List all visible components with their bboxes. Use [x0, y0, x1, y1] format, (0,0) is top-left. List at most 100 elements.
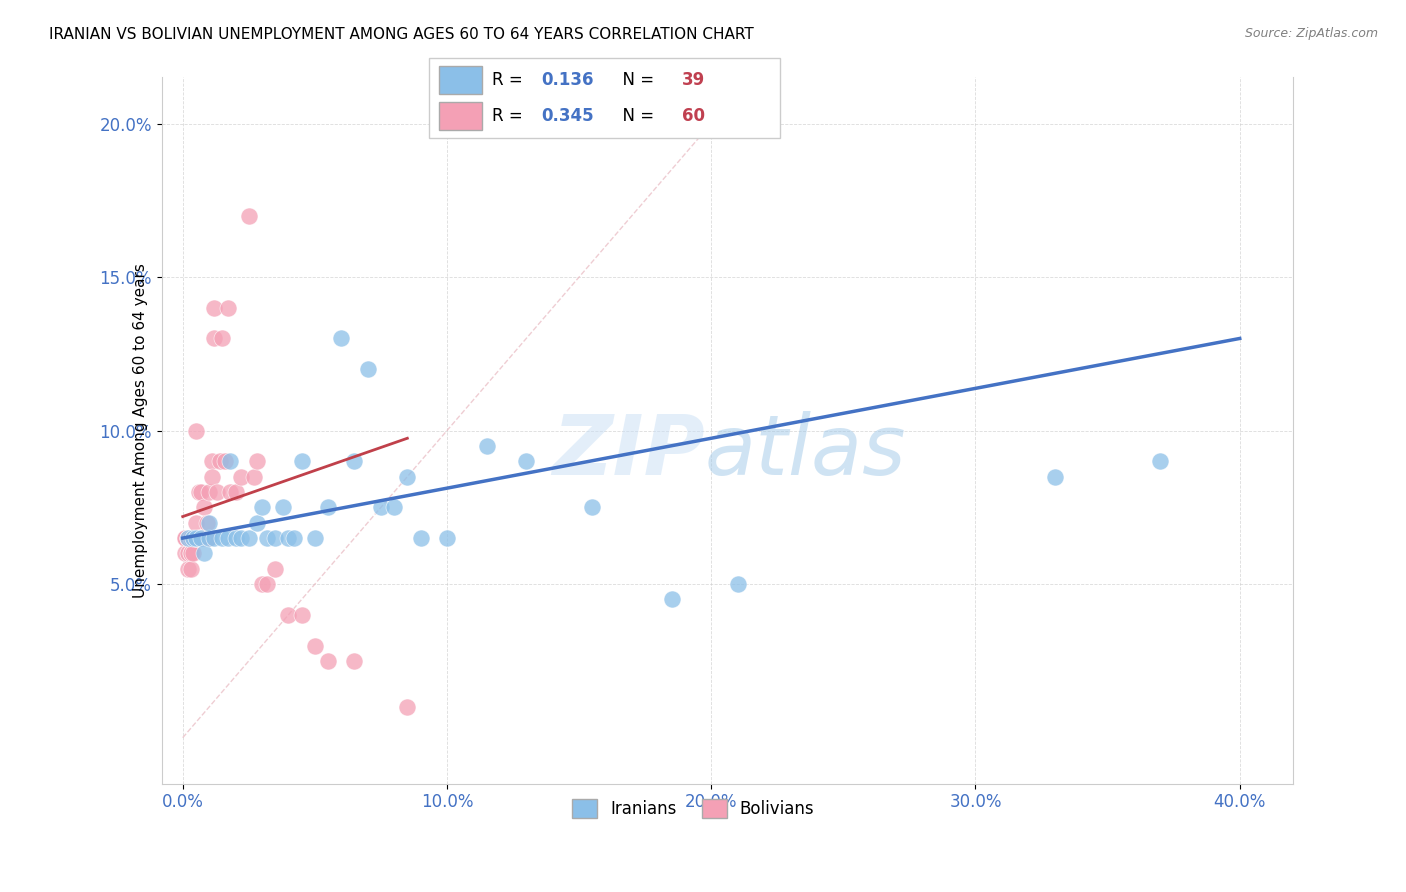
Point — [180, 531, 202, 545]
Point — [181, 531, 204, 545]
Point — [217, 301, 239, 315]
Point — [219, 485, 242, 500]
Point — [184, 516, 207, 530]
Point — [238, 531, 260, 545]
Point — [727, 577, 749, 591]
Point — [264, 531, 287, 545]
Point — [250, 500, 273, 515]
Point — [277, 531, 299, 545]
Point — [184, 531, 207, 545]
Point — [181, 531, 204, 545]
Point — [201, 454, 224, 468]
Point — [195, 516, 218, 530]
Point — [177, 531, 200, 545]
Text: 0.136: 0.136 — [541, 70, 593, 88]
FancyBboxPatch shape — [439, 103, 481, 130]
Point — [256, 531, 278, 545]
Point — [201, 469, 224, 483]
Point — [195, 531, 218, 545]
Y-axis label: Unemployment Among Ages 60 to 64 years: Unemployment Among Ages 60 to 64 years — [132, 263, 148, 598]
Point — [382, 500, 405, 515]
Text: 39: 39 — [682, 70, 706, 88]
Point — [204, 331, 226, 345]
Point — [181, 531, 204, 545]
Text: 60: 60 — [682, 107, 704, 125]
Point — [283, 531, 305, 545]
Text: R =: R = — [492, 107, 529, 125]
Text: N =: N = — [612, 70, 659, 88]
Point — [180, 531, 202, 545]
Point — [180, 562, 202, 576]
Point — [370, 500, 392, 515]
Text: R =: R = — [492, 70, 529, 88]
Point — [515, 454, 537, 468]
Point — [304, 639, 326, 653]
Point — [661, 592, 683, 607]
Point — [184, 531, 207, 545]
Point — [180, 546, 202, 560]
Point — [193, 531, 215, 545]
Point — [475, 439, 498, 453]
Point — [187, 531, 209, 545]
Point — [181, 546, 204, 560]
Point — [581, 500, 603, 515]
Point — [193, 531, 215, 545]
Point — [264, 562, 287, 576]
Point — [204, 301, 226, 315]
Point — [211, 531, 233, 545]
Point — [190, 531, 212, 545]
Point — [343, 654, 366, 668]
Point — [184, 531, 207, 545]
Point — [177, 562, 200, 576]
Point — [193, 546, 215, 560]
Point — [198, 531, 221, 545]
Point — [174, 531, 197, 545]
Point — [229, 469, 252, 483]
Point — [181, 531, 204, 545]
Point — [180, 531, 202, 545]
Point — [291, 607, 314, 622]
Point — [184, 531, 207, 545]
Point — [174, 531, 197, 545]
Point — [409, 531, 432, 545]
Point — [246, 516, 269, 530]
Point — [243, 469, 266, 483]
Text: N =: N = — [612, 107, 659, 125]
Point — [436, 531, 458, 545]
Text: Source: ZipAtlas.com: Source: ZipAtlas.com — [1244, 27, 1378, 40]
Text: IRANIAN VS BOLIVIAN UNEMPLOYMENT AMONG AGES 60 TO 64 YEARS CORRELATION CHART: IRANIAN VS BOLIVIAN UNEMPLOYMENT AMONG A… — [49, 27, 754, 42]
Point — [198, 531, 221, 545]
Point — [198, 485, 221, 500]
Point — [198, 516, 221, 530]
Point — [214, 454, 236, 468]
Point — [208, 454, 231, 468]
Point — [190, 531, 212, 545]
Point — [256, 577, 278, 591]
Text: atlas: atlas — [704, 411, 905, 492]
Point — [304, 531, 326, 545]
Point — [396, 700, 419, 714]
Point — [184, 424, 207, 438]
Text: 0.345: 0.345 — [541, 107, 593, 125]
Point — [193, 500, 215, 515]
Point — [316, 654, 339, 668]
Point — [316, 500, 339, 515]
Point — [291, 454, 314, 468]
Point — [198, 531, 221, 545]
Point — [180, 546, 202, 560]
Point — [229, 531, 252, 545]
Point — [250, 577, 273, 591]
Point — [1043, 469, 1066, 483]
Point — [238, 209, 260, 223]
Point — [187, 485, 209, 500]
Point — [177, 531, 200, 545]
Point — [204, 531, 226, 545]
Point — [1149, 454, 1171, 468]
Point — [357, 362, 380, 376]
Text: ZIP: ZIP — [551, 411, 704, 492]
Point — [246, 454, 269, 468]
Point — [343, 454, 366, 468]
Point — [190, 485, 212, 500]
Point — [211, 331, 233, 345]
Point — [219, 454, 242, 468]
